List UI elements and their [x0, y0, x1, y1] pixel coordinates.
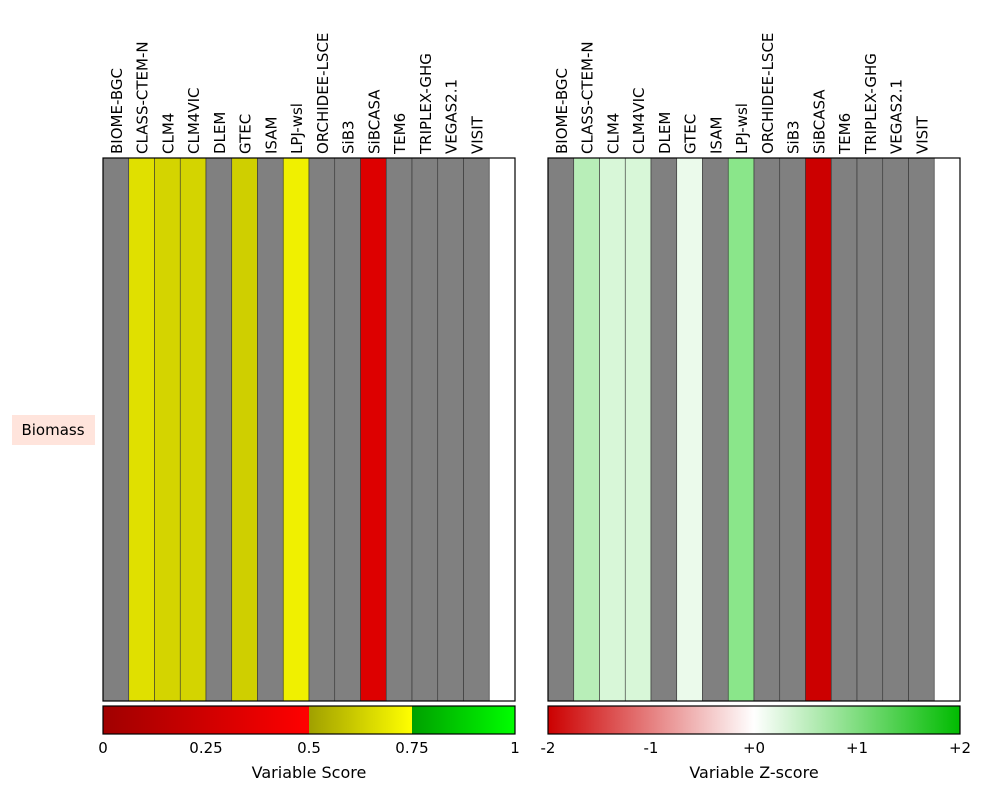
model-label: SiB3	[785, 120, 803, 154]
model-label: TEM6	[836, 113, 854, 155]
heatmap-cell	[463, 157, 490, 702]
model-label: BIOME-BGC	[108, 68, 126, 154]
colorbar-label: Variable Score	[252, 763, 367, 782]
model-label: TRIPLEX-GHG	[862, 53, 880, 155]
heatmap-cell	[805, 157, 832, 702]
model-label: ORCHIDEE-LSCE	[314, 33, 332, 154]
heatmap-cell	[702, 157, 729, 702]
heatmap-cell	[205, 157, 233, 702]
heatmap-cell	[360, 157, 387, 702]
heatmap-cell	[779, 157, 806, 702]
model-label: ISAM	[707, 117, 725, 154]
model-label: VEGAS2.1	[443, 79, 461, 154]
model-label: GTEC	[682, 114, 700, 154]
model-label: VISIT	[468, 115, 486, 154]
heatmap-cell	[308, 157, 336, 702]
colorbar-tick-label: 1	[510, 739, 520, 757]
heatmap-cell	[933, 157, 961, 702]
colorbar-tick-label: +1	[846, 739, 868, 757]
model-label: DLEM	[656, 112, 674, 154]
heatmap-cell	[282, 157, 310, 702]
model-label: SiBCASA	[810, 89, 828, 154]
colorbar-tick-label: 0.25	[189, 739, 222, 757]
model-label: CLM4VIC	[630, 88, 648, 154]
colorbar-frame	[102, 705, 516, 735]
model-label: CLASS-CTEM-N	[134, 41, 152, 154]
row-label: Biomass	[21, 421, 84, 439]
model-label: GTEC	[237, 114, 255, 154]
heatmap-cell	[411, 157, 439, 702]
model-label: VISIT	[913, 115, 931, 154]
colorbar-tick-label: 0.75	[395, 739, 428, 757]
score-heatmap-panel: BIOME-BGC CLASS-CTEM-N CLM4 CLM4VIC DLEM GTEC…	[98, 33, 520, 782]
heatmap-cell	[128, 157, 155, 702]
heatmap-cell	[488, 157, 516, 702]
colorbar-tick-label: 0.5	[297, 739, 321, 757]
heatmap-cell	[573, 157, 600, 702]
model-label: VEGAS2.1	[888, 79, 906, 154]
heatmap-cell	[385, 157, 413, 702]
zscore-heatmap-panel: BIOME-BGC CLASS-CTEM-N CLM4 CLM4VIC DLEM GTEC…	[541, 33, 972, 782]
colorbar-segment	[309, 706, 412, 734]
model-label: LPJ-wsl	[733, 103, 751, 154]
model-label: CLM4	[159, 113, 177, 154]
heatmap-cell	[624, 157, 652, 702]
model-label: TRIPLEX-GHG	[417, 53, 435, 155]
heatmap-cell	[437, 157, 464, 702]
colorbar-segment	[412, 706, 515, 734]
heatmap-frame	[102, 157, 516, 702]
colorbar-tick-label: -1	[644, 739, 659, 757]
colorbar-frame	[547, 705, 961, 735]
heatmap-cell	[599, 157, 626, 702]
colorbar-tick-label: +2	[949, 739, 971, 757]
model-label: CLM4VIC	[185, 88, 203, 154]
model-label: CLM4	[604, 113, 622, 154]
colorbar-tick-label: 0	[98, 739, 108, 757]
model-label: LPJ-wsl	[288, 103, 306, 154]
colorbar-segment	[548, 706, 754, 734]
heatmap-cell	[231, 157, 258, 702]
colorbar-segment	[754, 706, 960, 734]
heatmap-cell	[334, 157, 361, 702]
model-label: DLEM	[211, 112, 229, 154]
heatmap-cell	[676, 157, 703, 702]
heatmap-cell	[547, 157, 575, 702]
heatmap-cell	[650, 157, 678, 702]
model-label: ORCHIDEE-LSCE	[759, 33, 777, 154]
colorbar-label: Variable Z-score	[689, 763, 818, 782]
model-label: BIOME-BGC	[553, 68, 571, 154]
model-label: CLASS-CTEM-N	[579, 41, 597, 154]
colorbar-tick-label: -2	[541, 739, 556, 757]
heatmap-cell	[856, 157, 884, 702]
heatmap-cell	[882, 157, 909, 702]
heatmap-cell	[727, 157, 755, 702]
model-label: SiB3	[340, 120, 358, 154]
heatmap-cell	[908, 157, 935, 702]
model-label: SiBCASA	[365, 89, 383, 154]
heatmap-cell	[179, 157, 207, 702]
heatmap-frame	[547, 157, 961, 702]
heatmap-cell	[154, 157, 181, 702]
heatmap-cell	[753, 157, 781, 702]
row-label-background	[12, 415, 95, 445]
heatmap-cell	[102, 157, 130, 702]
heatmap-cell	[257, 157, 284, 702]
colorbar-tick-label: +0	[743, 739, 765, 757]
colorbar-segment	[103, 706, 309, 734]
heatmap-cell	[830, 157, 858, 702]
model-label: ISAM	[262, 117, 280, 154]
model-label: TEM6	[391, 113, 409, 155]
